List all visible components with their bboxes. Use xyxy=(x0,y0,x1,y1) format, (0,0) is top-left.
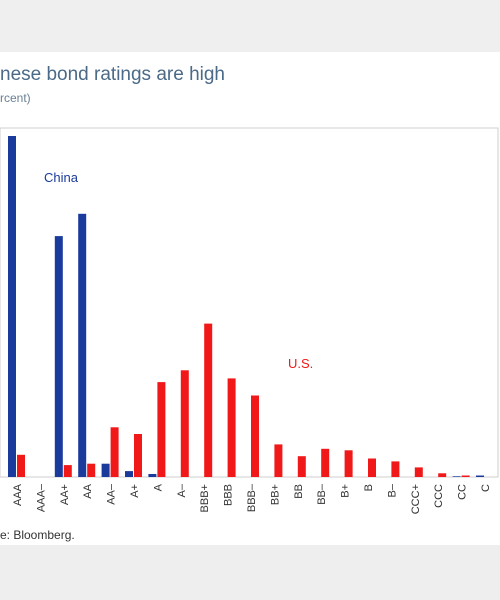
x-tick-bbminus: BB– xyxy=(316,483,328,505)
x-tick-ccc: CCC xyxy=(433,484,445,508)
bar-us-bb xyxy=(297,456,306,477)
top-background xyxy=(0,0,500,52)
x-tick-bbb: BBB xyxy=(223,484,235,506)
bar-us-aplus xyxy=(134,434,142,477)
x-tick-a: A xyxy=(152,483,164,491)
bar-china-a xyxy=(148,474,157,477)
x-tick-aaa: AAA xyxy=(12,483,24,506)
x-tick-aaplus: AA+ xyxy=(59,484,71,505)
chart-subtitle: rcent) xyxy=(0,91,31,105)
x-tick-aaaminus: AAA– xyxy=(35,483,47,512)
chart-title: nese bond ratings are high xyxy=(0,64,225,85)
bar-us-bbb xyxy=(227,378,236,477)
bar-us-cccplus xyxy=(414,467,423,477)
bar-us-bbbplus xyxy=(204,323,213,477)
bar-us-cc xyxy=(461,475,470,477)
source-note: e: Bloomberg. xyxy=(0,528,75,542)
series-label-us: U.S. xyxy=(288,356,313,371)
bars-group xyxy=(8,136,484,478)
x-tick-aminus: A– xyxy=(176,483,188,497)
bar-us-aaplus xyxy=(63,465,72,477)
x-tick-aplus: A+ xyxy=(129,484,141,498)
plot-frame xyxy=(0,127,499,478)
x-tick-bb: BB xyxy=(293,484,305,499)
bar-us-ccc xyxy=(438,473,447,477)
bar-china-cc xyxy=(452,476,461,477)
bar-china-aaminus xyxy=(101,463,110,477)
x-tick-bbplus: BB+ xyxy=(269,484,281,505)
x-tick-cc: CC xyxy=(457,484,469,500)
bar-us-aaa xyxy=(17,454,25,477)
bar-us-bbbminus xyxy=(251,395,259,477)
x-tick-bbbplus: BBB+ xyxy=(199,484,211,512)
bar-us-bbminus xyxy=(321,448,330,477)
x-tick-bbbminus: BBB– xyxy=(246,483,258,512)
bar-us-bminus xyxy=(391,461,400,477)
bar-us-bbplus xyxy=(274,444,283,477)
x-tick-bminus: B– xyxy=(386,483,398,497)
bar-us-b xyxy=(368,458,376,477)
x-tick-cccplus: CCC+ xyxy=(410,484,422,514)
x-tick-b: B xyxy=(363,484,375,491)
x-tick-aaminus: AA– xyxy=(106,483,118,505)
bar-china-aaa xyxy=(8,136,16,477)
x-tick-bplus: B+ xyxy=(340,484,352,498)
bar-china-c xyxy=(476,475,484,477)
series-label-china: China xyxy=(44,170,79,185)
bar-us-aa xyxy=(87,463,96,477)
bottom-background xyxy=(0,545,500,600)
x-tick-c: C xyxy=(480,484,492,492)
bar-us-aminus xyxy=(180,370,189,477)
x-tick-aa: AA xyxy=(82,483,94,498)
bar-china-aaplus xyxy=(54,236,63,477)
bar-us-a xyxy=(157,382,166,477)
bar-china-aplus xyxy=(125,471,133,477)
bar-us-bplus xyxy=(344,450,353,477)
bar-us-aaminus xyxy=(110,427,119,477)
x-tick-labels: AAA AAA– AA+ AA AA– A+ A A– BBB+ BBB BBB– BB+ BB BB– B… xyxy=(12,483,492,514)
bar-china-aa xyxy=(78,213,87,478)
